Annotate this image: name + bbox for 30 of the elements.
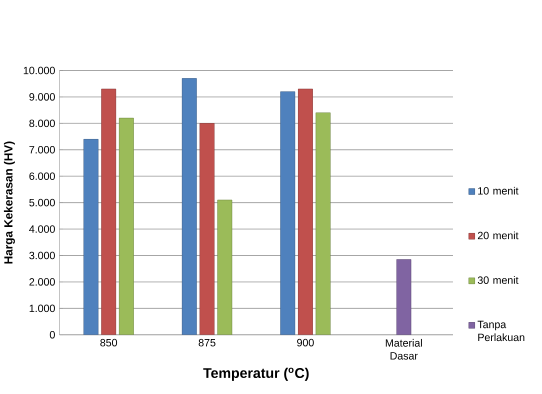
- y-tick-label: 7.000: [29, 146, 55, 154]
- bar: [118, 118, 134, 336]
- y-tick-label: 0: [50, 331, 55, 339]
- x-tick-label: 900: [297, 339, 314, 347]
- y-tick-label: 9.000: [29, 93, 55, 101]
- y-axis-title: Harga Kekerasan (HV): [4, 142, 15, 264]
- bar: [200, 123, 214, 336]
- y-tick-label: 8.000: [29, 120, 55, 128]
- bar: [182, 78, 197, 336]
- bar: [217, 200, 232, 336]
- x-tick-label: Material Dasar: [386, 339, 422, 360]
- bar: [280, 92, 296, 336]
- legend-label: 10 menit: [478, 187, 518, 195]
- y-tick-label: 6.000: [29, 172, 55, 180]
- legend-label: 30 menit: [478, 276, 518, 284]
- x-tick-label: 850: [100, 339, 118, 347]
- legend-label: 20 menit: [478, 232, 518, 240]
- y-tick-label: 4.000: [29, 226, 55, 234]
- y-tick-label: 5.000: [29, 199, 55, 207]
- bar: [101, 88, 116, 336]
- y-tick-label: 10.000: [24, 66, 55, 74]
- x-tick-label: 875: [198, 339, 216, 347]
- y-tick-label: 1.000: [30, 304, 55, 312]
- bar: [298, 88, 313, 336]
- y-tick-label: 3.000: [29, 252, 55, 260]
- legend-label: Tanpa Perlakuan: [478, 321, 524, 342]
- y-tick-label: 2.000: [29, 278, 55, 286]
- x-axis-title: Temperatur ($^{o}$C): [203, 368, 309, 382]
- bar: [84, 139, 98, 336]
- bar: [316, 112, 331, 336]
